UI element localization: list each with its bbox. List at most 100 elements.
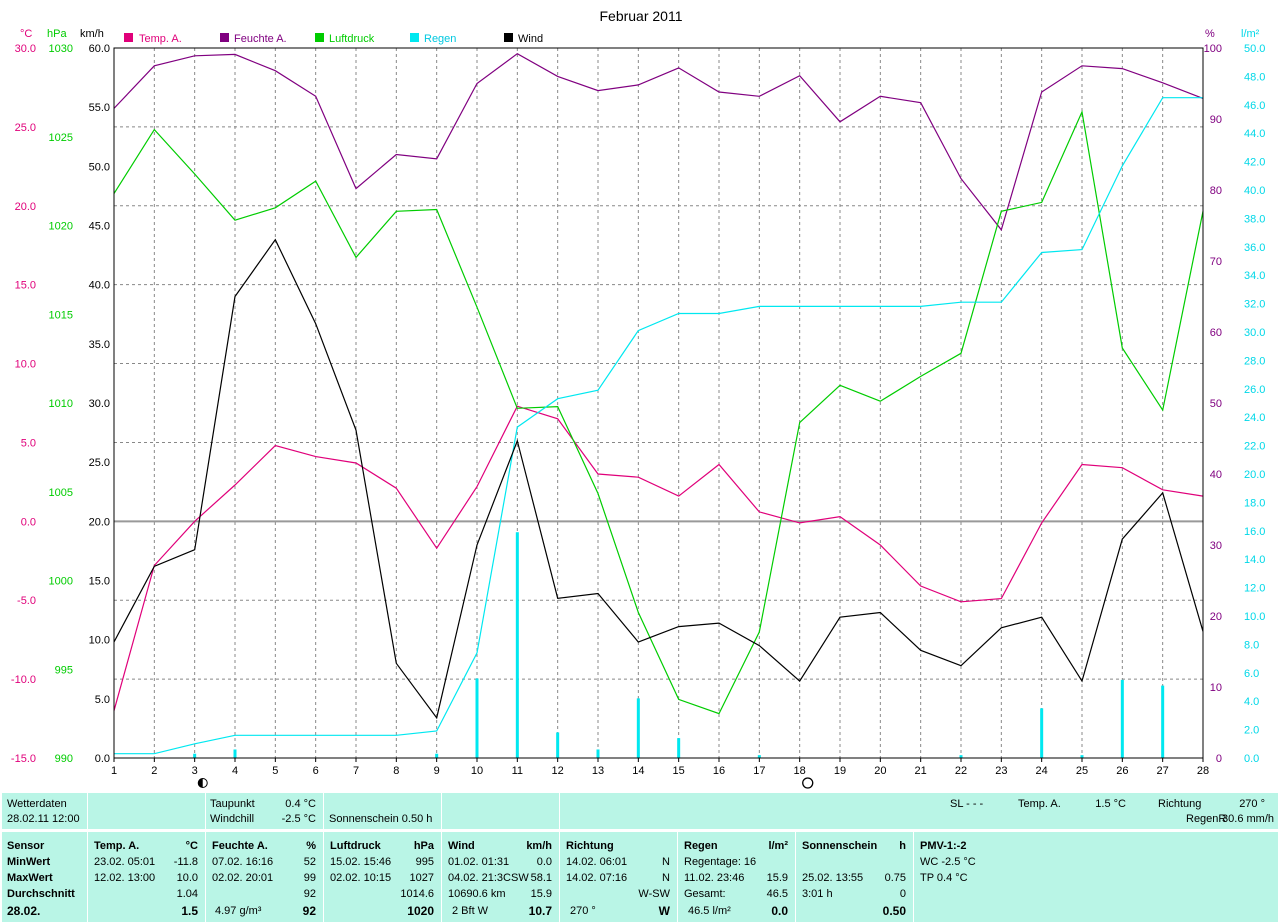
- y-tick-label: 14.0: [1244, 554, 1265, 566]
- temp-today: 1.5: [181, 904, 198, 918]
- plot-frame: [113, 47, 1204, 759]
- y-tick-label: 55.0: [89, 102, 110, 114]
- sonnenschein-today: 0.50: [882, 904, 906, 918]
- regenr-label: RegenR: [1186, 813, 1227, 825]
- legend-label-rain: Regen: [424, 33, 456, 45]
- y-tick-label: 34.0: [1244, 270, 1265, 282]
- y-tick-label: 24.0: [1244, 412, 1265, 424]
- y-tick-label: 5.0: [21, 437, 36, 449]
- x-tick-label: 13: [592, 765, 604, 777]
- regentage: Regentage: 16: [684, 856, 757, 868]
- temp-header: Temp. A.: [94, 840, 140, 852]
- richtung-avg: W-SW: [638, 888, 670, 900]
- richtung-today-deg: 270 °: [570, 905, 596, 917]
- y-tick-label: 42.0: [1244, 157, 1265, 169]
- rain-daily-bar: [475, 678, 479, 758]
- legend: Temp. A. Feuchte A. Luftdruck Regen Wind: [124, 33, 543, 45]
- new-moon-shade: [198, 778, 203, 788]
- rain-daily-bar: [435, 753, 439, 758]
- sonnenschein-max: 0.75: [884, 872, 906, 884]
- y-tick-label: 10: [1210, 682, 1222, 694]
- pmv-tp: TP 0.4 °C: [920, 872, 968, 884]
- y-tick-label: 0.0: [21, 516, 36, 528]
- y-tick-label: 46.0: [1244, 100, 1265, 112]
- regen-unit: l/m²: [768, 840, 788, 852]
- regen-gesamt-label: Gesamt:: [684, 888, 726, 900]
- info-row-2: [2, 832, 1278, 922]
- y-tick-label: 20: [1210, 611, 1222, 623]
- series-line-regen: [114, 97, 1203, 755]
- y-tick-label: 6.0: [1244, 668, 1259, 680]
- luftdruck-max-date: 02.02. 10:15: [330, 872, 392, 884]
- y-tick-label: 12.0: [1244, 583, 1265, 595]
- x-tick-label: 4: [232, 765, 238, 777]
- x-tick-label: 17: [753, 765, 765, 777]
- x-tick-label: 2: [151, 765, 157, 777]
- y-tick-label: 30.0: [15, 43, 36, 55]
- y-tick-label: 30: [1210, 540, 1222, 552]
- x-tick-label: 16: [713, 765, 725, 777]
- y-tick-label: 10.0: [1244, 611, 1265, 623]
- richtung-max-date: 14.02. 07:16: [566, 872, 628, 884]
- pressure-unit-label: hPa: [47, 28, 67, 40]
- feuchte-max-date: 02.02. 20:01: [212, 872, 274, 884]
- y-tick-label: 0.0: [95, 753, 110, 765]
- wind-max-date: 04.02. 21:3CSW: [448, 872, 529, 884]
- durchschnitt-label: Durchschnitt: [7, 888, 75, 900]
- sonnenschein-total: 3:01 h: [802, 888, 833, 900]
- x-tick-label: 8: [393, 765, 399, 777]
- sonnenschein-current: Sonnenschein 0.50 h: [329, 813, 433, 825]
- richtung-max: N: [662, 872, 670, 884]
- x-tick-label: 21: [915, 765, 927, 777]
- sonnenschein-header: Sonnenschein: [802, 840, 878, 852]
- y-tick-label: 20.0: [89, 516, 110, 528]
- feuchte-min: 52: [303, 856, 316, 868]
- y-tick-label: -5.0: [17, 595, 36, 607]
- luftdruck-header: Luftdruck: [330, 840, 381, 852]
- windchill-value: -2.5 °C: [281, 813, 316, 825]
- weather-chart: Februar 2011 °C hPa km/h % l/m² Temp. A.…: [11, 8, 1266, 789]
- x-tick-label: 27: [1157, 765, 1169, 777]
- y-tick-label: 48.0: [1244, 71, 1265, 83]
- y-tick-label: 1010: [49, 398, 73, 410]
- temp-unit-label: °C: [20, 28, 32, 40]
- temp-avg: 1.04: [176, 888, 198, 900]
- legend-label-pressure: Luftdruck: [329, 33, 375, 45]
- windchill-label: Windchill: [210, 813, 255, 825]
- rain-unit-label: l/m²: [1241, 28, 1260, 40]
- x-tick-label: 11: [512, 765, 523, 777]
- y-tick-label: 30.0: [1244, 327, 1265, 339]
- y-tick-label: 20.0: [15, 201, 36, 213]
- x-tick-label: 12: [552, 765, 564, 777]
- info-row-1: [2, 793, 1278, 829]
- regen-gesamt: 46.5: [766, 888, 788, 900]
- sonnenschein-avg: 0: [899, 888, 906, 900]
- series-line-luftdruck: [113, 109, 1204, 715]
- y-tick-label: 995: [55, 664, 73, 676]
- minwert-label: MinWert: [7, 856, 51, 868]
- legend-swatch-pressure: [315, 33, 324, 42]
- feuchte-abs: 4.97 g/m³: [215, 905, 262, 917]
- y-tick-label: 20.0: [1244, 469, 1265, 481]
- y-tick-label: 60.0: [89, 43, 110, 55]
- rain-daily-bar: [1120, 679, 1124, 758]
- wind-unit-label: km/h: [80, 28, 104, 40]
- y-tick-label: 2.0: [1244, 725, 1259, 737]
- y-tick-label: 28.0: [1244, 355, 1265, 367]
- x-tick-label: 24: [1036, 765, 1048, 777]
- grid: [114, 48, 1203, 758]
- series-marks: [113, 52, 1204, 789]
- rain-daily-bar: [677, 738, 681, 758]
- luftdruck-avg: 1014.6: [400, 888, 434, 900]
- wind-today: 10.7: [528, 904, 552, 918]
- y-tick-label: 32.0: [1244, 299, 1265, 311]
- y-tick-label: 4.0: [1244, 696, 1259, 708]
- regen-today: 0.0: [771, 904, 788, 918]
- wind-distance: 10690.6 km: [448, 888, 506, 900]
- y-tick-label: 15.0: [89, 576, 110, 588]
- feuchte-header: Feuchte A.: [212, 840, 268, 852]
- x-tick-label: 7: [353, 765, 359, 777]
- richtung-current-value: 270 °: [1239, 798, 1265, 810]
- axis-ticks: 1 2 3 4 5 6 7 8 9 10 11 12 13 14 15 16 17 18 19 20 21 22 23 24 2…: [11, 43, 1266, 777]
- y-tick-label: 22.0: [1244, 441, 1265, 453]
